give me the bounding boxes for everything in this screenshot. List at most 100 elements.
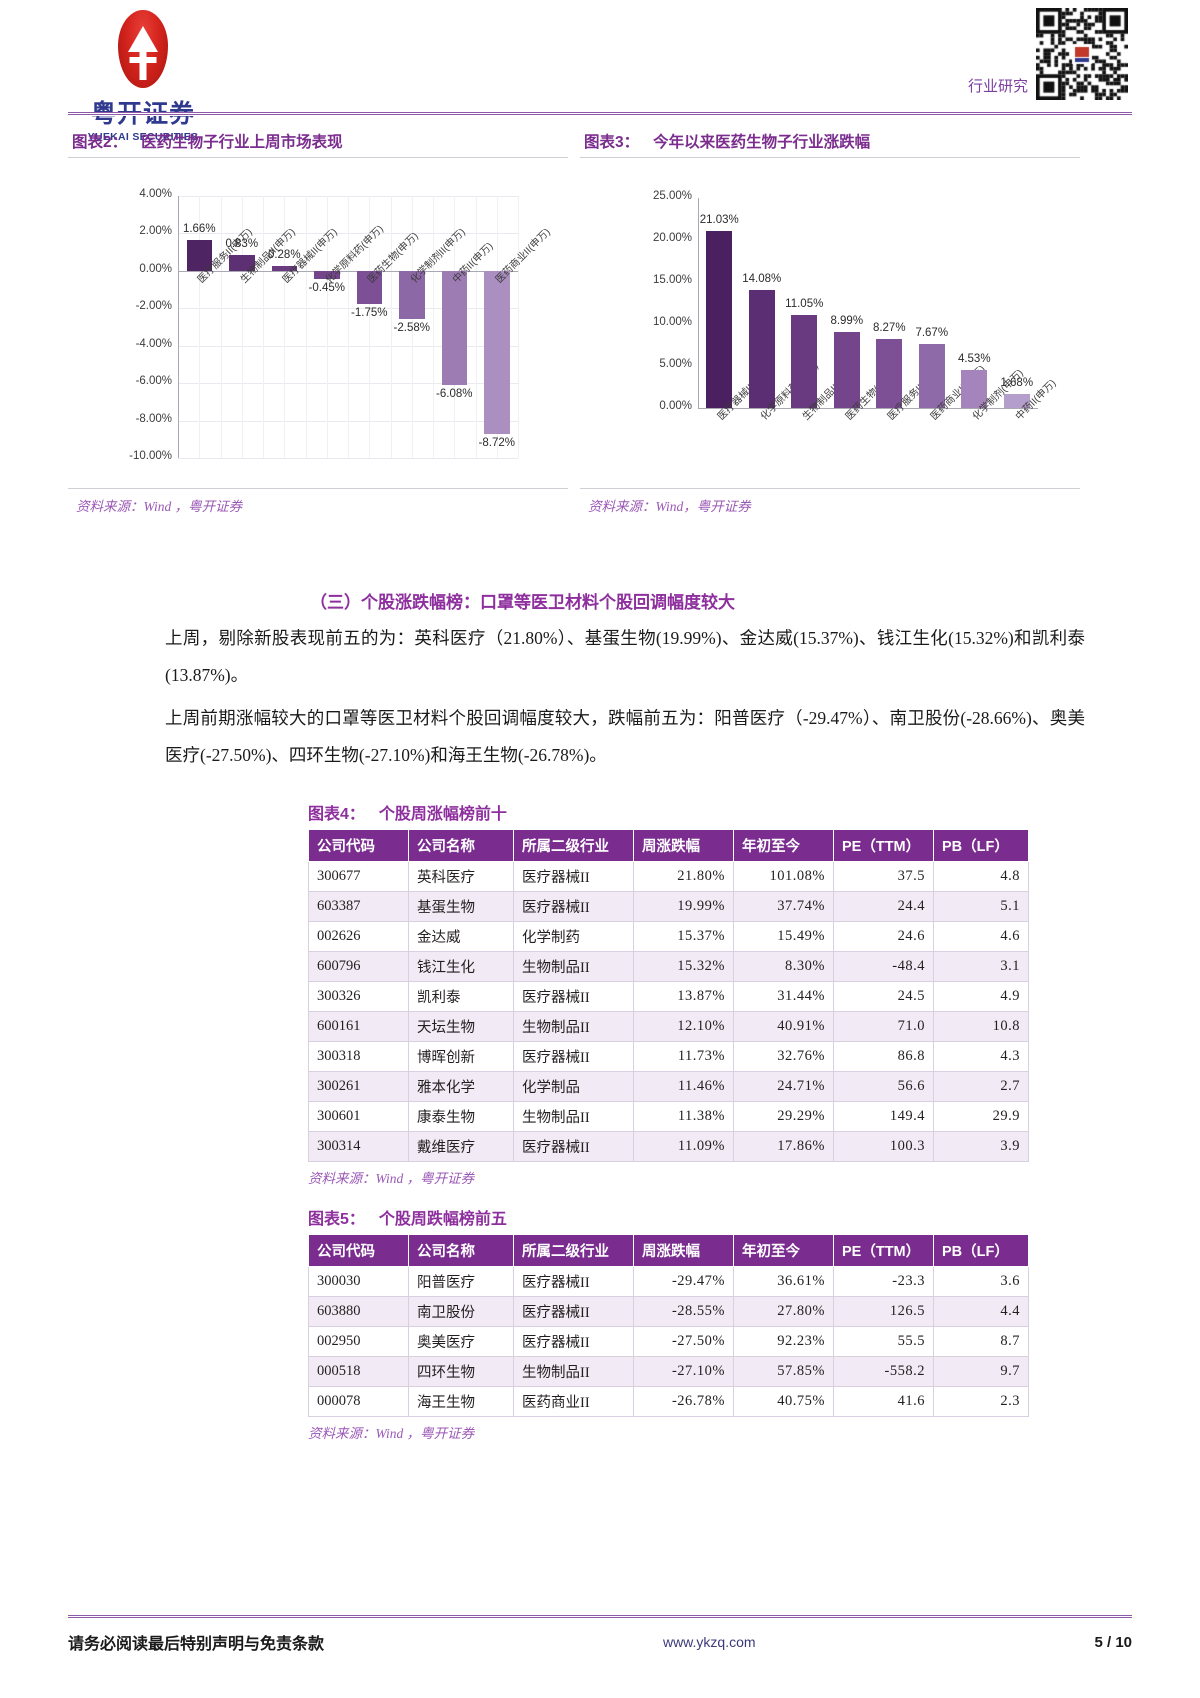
bar-value-label: -8.72% [478, 437, 515, 450]
table-cell: 医药商业II [513, 1386, 634, 1417]
figure5-source: 资料来源：Wind ，粤开证券 [308, 1426, 475, 1441]
yuekai-logo-icon [110, 10, 176, 92]
table-cell: 000518 [308, 1356, 409, 1387]
figure4-title: 个股周涨幅榜前十 [378, 806, 507, 823]
table-cell: 南卫股份 [408, 1296, 514, 1327]
figure2-title: 医药生物子行业上周市场表现 [141, 134, 343, 151]
bar [314, 270, 340, 280]
y-axis-tick: 0.00% [139, 262, 172, 275]
table-row: 300601 康泰生物 生物制品II 11.38% 29.29% 149.4 29.9 [308, 1101, 1029, 1132]
table-cell: 2.3 [933, 1386, 1029, 1417]
table-cell: -558.2 [833, 1356, 934, 1387]
column-header: 年初至今 [733, 829, 834, 862]
y-axis-tick: 4.00% [139, 188, 172, 200]
table-cell: 300318 [308, 1041, 409, 1072]
table-cell: 4.9 [933, 981, 1029, 1012]
y-axis-tick: 20.00% [652, 232, 692, 244]
table-cell: -27.50% [633, 1326, 734, 1357]
gridline-vertical [475, 196, 477, 458]
table-cell: 24.6 [833, 921, 934, 952]
table-cell: 92.23% [733, 1326, 834, 1357]
gridline-vertical [433, 196, 434, 458]
table-cell: 37.74% [733, 891, 834, 922]
table-cell: 71.0 [833, 1011, 934, 1042]
table-cell: 博晖创新 [408, 1041, 514, 1072]
table-cell: 29.29% [733, 1101, 834, 1132]
table-cell: 40.91% [733, 1011, 834, 1042]
table-row: 300677 英科医疗 医疗器械II 21.80% 101.08% 37.5 4.8 [308, 861, 1029, 892]
plot-area: 25.00% 20.00% 15.00% 10.00% 5.00% 0.00% 21.03%… [580, 168, 1080, 488]
bar [791, 315, 818, 408]
figure5-block: 图表5： 个股周跌幅榜前五 公司代码 公司名称 所属二级行业 周涨跌幅 年初至今 PE（TT… [308, 1205, 1029, 1442]
footer-disclaimer: 请务必阅读最后特别声明与免责条款 [68, 1636, 325, 1653]
bar [356, 270, 382, 304]
charts-row: 图表2： 医药生物子行业上周市场表现 4.00% 2.00% 0.00% -2.00% -… [68, 128, 1132, 515]
table-cell: -26.78% [633, 1386, 734, 1417]
bar [399, 270, 425, 320]
gridline-vertical [284, 196, 286, 458]
figure4-number: 图表4： [308, 806, 365, 823]
column-header: PE（TTM） [833, 829, 934, 862]
table-row: 000518 四环生物 生物制品II -27.10% 57.85% -558.2 9.7 [308, 1356, 1029, 1387]
table-cell: 24.4 [833, 891, 934, 922]
table-cell: 21.80% [633, 861, 734, 892]
figure5-title: 个股周跌幅榜前五 [378, 1211, 507, 1228]
table-cell: 化学制药 [513, 921, 634, 952]
bar [484, 270, 510, 435]
bar-value-label: 0.28% [267, 248, 301, 261]
y-axis-line [178, 196, 179, 458]
table-cell: 600161 [308, 1011, 409, 1042]
table-cell: 101.08% [733, 861, 834, 892]
table-cell: 5.1 [933, 891, 1029, 922]
y-axis-tick: -10.00% [129, 450, 172, 462]
table-row: 002950 奥美医疗 医疗器械II -27.50% 92.23% 55.5 8.7 [308, 1326, 1029, 1357]
y-axis-tick: 25.00% [652, 190, 692, 202]
table-cell: 603880 [308, 1296, 409, 1327]
table-row: 300318 博晖创新 医疗器械II 11.73% 32.76% 86.8 4.3 [308, 1041, 1029, 1072]
table-cell: 康泰生物 [408, 1101, 514, 1132]
table-cell: 生物制品II [513, 1101, 634, 1132]
table-cell: 24.71% [733, 1071, 834, 1102]
table-cell: 13.87% [633, 981, 734, 1012]
table-cell: 医疗器械II [513, 1131, 634, 1162]
table-cell: 56.6 [833, 1071, 934, 1102]
table-cell: 8.30% [733, 951, 834, 982]
gridline-vertical [220, 196, 222, 458]
gridline-vertical [369, 196, 371, 458]
table-cell: 37.5 [833, 861, 934, 892]
table-cell: 3.6 [933, 1266, 1029, 1297]
gridline-vertical [199, 196, 201, 458]
figure5-caption: 图表5： 个股周跌幅榜前五 [308, 1205, 1029, 1234]
bar-value-label: 1.68% [1000, 376, 1034, 389]
bar-value-label: 0.83% [225, 238, 259, 251]
bar-value-label: 8.27% [872, 321, 906, 334]
bar-value-label: 7.67% [915, 326, 949, 339]
table-cell: -48.4 [833, 951, 934, 982]
footer-website[interactable]: www.ykzq.com [662, 1634, 756, 1650]
table-row: 603880 南卫股份 医疗器械II -28.55% 27.80% 126.5 4.4 [308, 1296, 1029, 1327]
y-axis-line [698, 198, 699, 408]
bar-value-label: -6.08% [436, 387, 473, 400]
qr-code-icon [1036, 8, 1128, 100]
table-cell: 医疗器械II [513, 861, 634, 892]
table-cell: 17.86% [733, 1131, 834, 1162]
bar [271, 265, 297, 271]
footer-page-number: 5 / 10 [1094, 1633, 1132, 1651]
gridline-vertical [263, 196, 264, 458]
bar-value-label: -1.75% [351, 306, 388, 319]
table-cell: 40.75% [733, 1386, 834, 1417]
table-cell: -29.47% [633, 1266, 734, 1297]
bar-value-label: 11.05% [785, 298, 824, 311]
table-cell: 医疗器械II [513, 1041, 634, 1072]
figure3-caption: 图表3： 今年以来医药生物子行业涨跌幅 [580, 128, 1080, 157]
figure3-source: 资料来源：Wind，粤开证券 [588, 499, 751, 514]
y-axis-tick: 15.00% [652, 274, 692, 286]
gridline-vertical [518, 196, 519, 458]
y-axis-tick: -2.00% [135, 300, 172, 313]
bar [441, 270, 467, 385]
column-header: PB（LF） [933, 1234, 1029, 1267]
table-cell: 15.49% [733, 921, 834, 952]
bar-value-label: -2.58% [393, 322, 430, 335]
table-cell: 金达威 [408, 921, 514, 952]
table-cell: 11.46% [633, 1071, 734, 1102]
